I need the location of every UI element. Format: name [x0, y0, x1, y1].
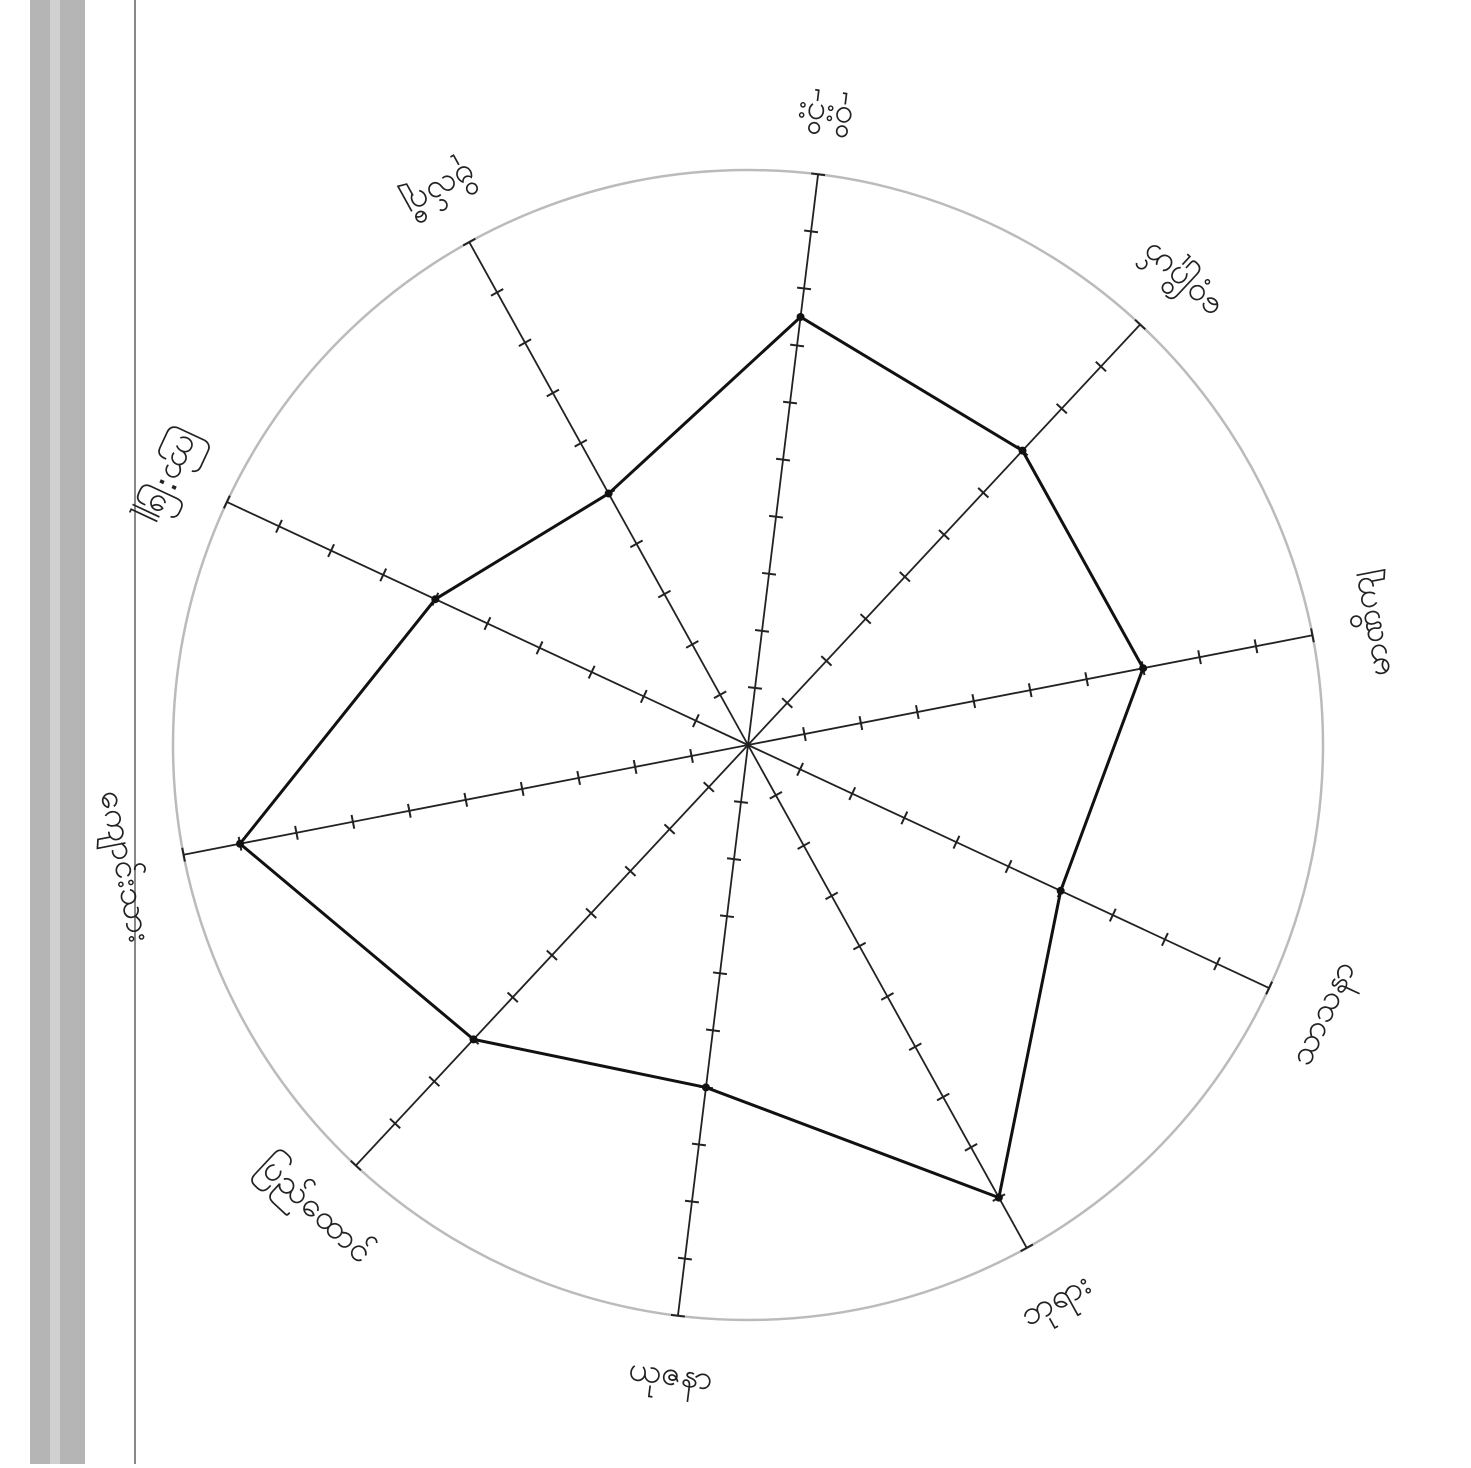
- tick-mark: [634, 760, 637, 774]
- tick-mark: [776, 459, 790, 461]
- tick-mark: [182, 848, 185, 862]
- axis-label: ဝေ့ဂြိုဟ်: [1131, 230, 1233, 329]
- tick-mark: [783, 402, 797, 404]
- tick-mark: [1311, 628, 1314, 642]
- tick-mark: [352, 815, 355, 829]
- tick-mark: [1085, 672, 1088, 686]
- axis-label: မာဏိကျ: [1340, 567, 1405, 680]
- data-point: [1057, 887, 1065, 895]
- tick-mark: [803, 727, 806, 741]
- tick-mark: [575, 440, 587, 447]
- page: {"chart_data": {"type": "radar", "catego…: [0, 0, 1471, 1464]
- tick-mark: [909, 1043, 921, 1050]
- data-point: [995, 1194, 1003, 1202]
- axis-label: ဗိုလ်ဂျီ: [395, 150, 484, 227]
- data-point: [797, 313, 805, 321]
- data-point: [431, 595, 439, 603]
- data-point: [605, 490, 613, 498]
- tick-mark: [720, 915, 734, 917]
- tick-mark: [714, 691, 726, 698]
- tick-mark: [797, 288, 811, 290]
- tick-mark: [408, 804, 411, 818]
- tick-mark: [295, 826, 298, 840]
- tick-mark: [972, 694, 975, 708]
- tick-mark: [748, 687, 762, 689]
- tick-mark: [790, 345, 804, 347]
- tick-mark: [521, 782, 524, 796]
- tick-mark: [1255, 639, 1258, 653]
- tick-mark: [577, 771, 580, 785]
- axis-label: ဝိုးဂိုး: [795, 87, 856, 139]
- tick-mark: [826, 892, 838, 899]
- tick-mark: [463, 239, 475, 246]
- tick-mark: [727, 858, 741, 860]
- tick-mark: [1198, 650, 1201, 664]
- tick-mark: [547, 390, 559, 397]
- tick-mark: [491, 289, 503, 296]
- data-point: [702, 1083, 710, 1091]
- data-point: [236, 840, 244, 848]
- tick-mark: [658, 591, 670, 598]
- tick-mark: [519, 339, 531, 346]
- tick-mark: [685, 1201, 699, 1203]
- tick-mark: [755, 630, 769, 632]
- tick-mark: [706, 1030, 720, 1032]
- scan-edge: [50, 0, 60, 1464]
- tick-mark: [881, 993, 893, 1000]
- tick-mark: [1021, 1245, 1033, 1252]
- axis-label: ပြည်ထောင်: [246, 1145, 381, 1276]
- tick-mark: [804, 231, 818, 233]
- tick-mark: [965, 1144, 977, 1151]
- tick-mark: [678, 1258, 692, 1260]
- tick-mark: [798, 842, 810, 849]
- tick-mark: [630, 540, 642, 547]
- axis-label: ယုဇနာ: [626, 1349, 716, 1405]
- tick-mark: [713, 972, 727, 974]
- axis-label: သာသနာ: [1281, 954, 1370, 1074]
- axis-label: ဘုရား: [1013, 1263, 1101, 1340]
- tick-mark: [1029, 683, 1032, 697]
- tick-mark: [686, 641, 698, 648]
- tick-mark: [762, 573, 776, 575]
- tick-mark: [734, 801, 748, 803]
- tick-mark: [692, 1144, 706, 1146]
- chart: ဝိုးဂိုးဝေ့ဂြိုဟ်မာဏိကျသာသနာဘုရားယုဇနာ ပြ…: [0, 0, 1471, 1464]
- tick-mark: [916, 705, 919, 719]
- data-point: [1139, 664, 1147, 672]
- tick-mark: [860, 716, 863, 730]
- tick-mark: [769, 516, 783, 518]
- data-point: [1019, 447, 1027, 455]
- tick-mark: [464, 793, 467, 807]
- axis-label: ကျောင်းသား: [86, 786, 161, 946]
- tick-mark: [937, 1094, 949, 1101]
- data-point: [469, 1035, 477, 1043]
- axis-label: ကြာ:ဖြူ: [129, 421, 213, 532]
- tick-mark: [853, 943, 865, 950]
- tick-mark: [770, 792, 782, 799]
- tick-mark: [690, 749, 693, 763]
